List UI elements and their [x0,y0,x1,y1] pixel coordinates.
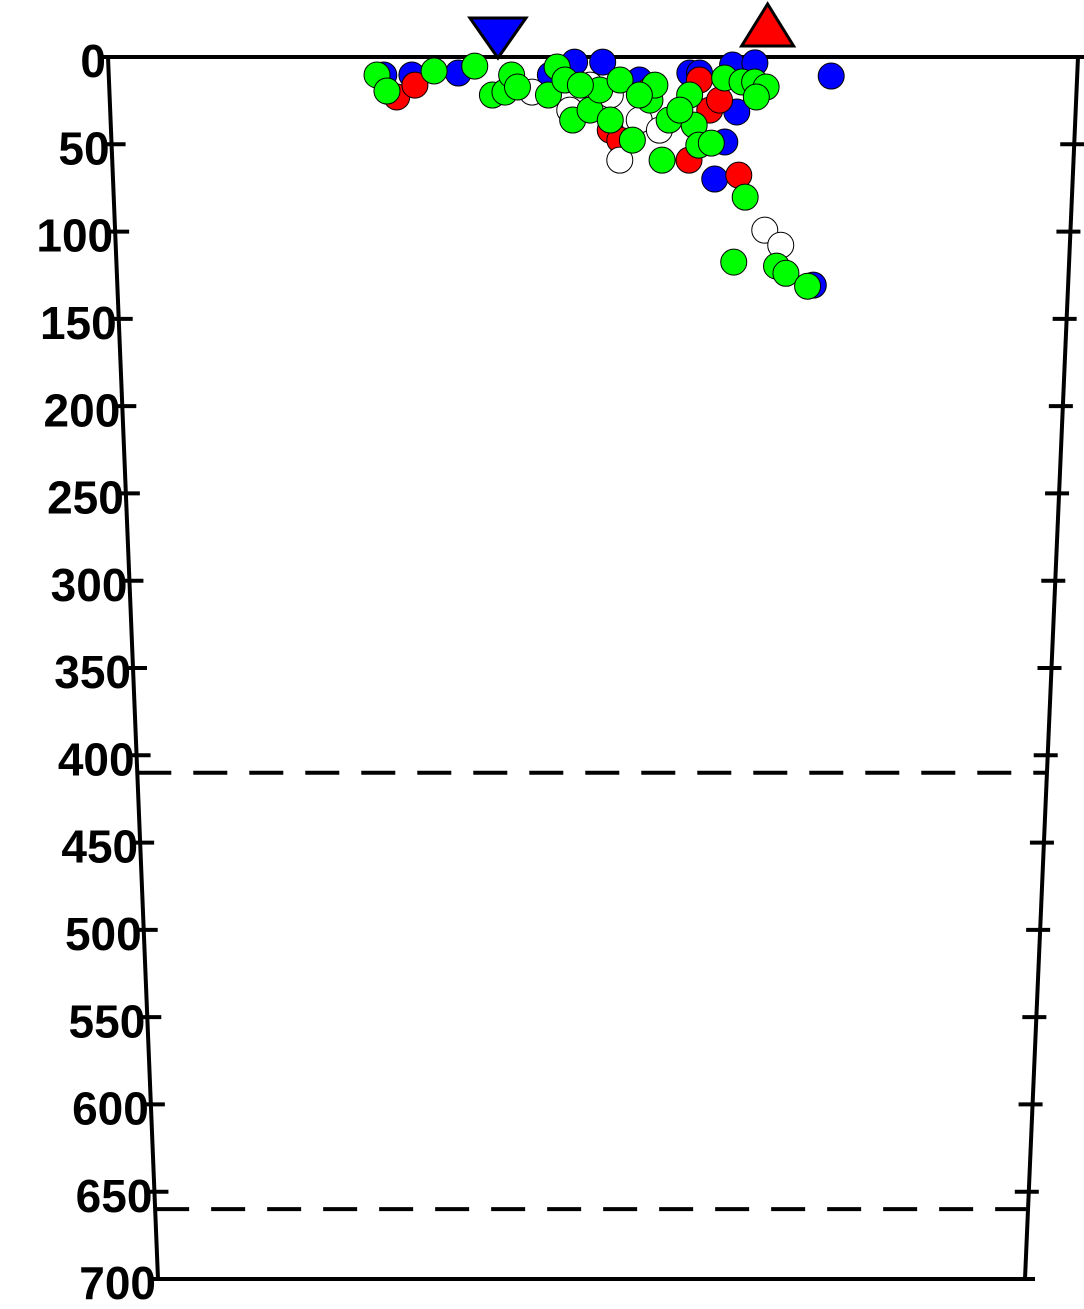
y-tick-label: 100 [36,210,113,262]
y-tick-label: 300 [51,559,128,611]
y-tick-label: 50 [58,122,109,174]
data-point [666,96,694,124]
station-marker [467,16,529,61]
y-tick-label: 350 [54,646,131,698]
y-tick-label: 0 [80,35,106,87]
data-point [401,71,429,99]
y-tick-label: 250 [47,472,124,524]
y-tick-label: 550 [69,995,146,1047]
data-point [720,248,748,276]
data-point [606,146,634,174]
data-point [648,146,676,174]
y-tick-label: 400 [58,733,135,785]
y-tick-label: 150 [40,297,117,349]
data-point [618,126,646,154]
data-point [742,83,770,111]
station-marker [738,1,797,48]
data-point [566,71,594,99]
data-point [706,86,734,114]
data-point [606,66,634,94]
data-point [701,165,729,193]
y-tick-label: 650 [76,1170,153,1222]
y-tick-label: 700 [79,1257,156,1304]
y-tick-label: 500 [65,908,142,960]
data-point [794,272,822,300]
data-point [420,57,448,85]
data-point [817,62,845,90]
data-point [373,77,401,105]
data-point [625,81,653,109]
plot-frame [105,55,1081,1281]
data-point [772,259,800,287]
y-tick-label: 200 [44,384,121,436]
y-tick-label: 600 [72,1083,149,1135]
data-point [504,73,532,101]
data-point [589,48,617,76]
y-tick-label: 450 [61,821,138,873]
data-point [697,129,725,157]
data-point [596,106,624,134]
data-point [731,183,759,211]
data-point [461,52,489,80]
